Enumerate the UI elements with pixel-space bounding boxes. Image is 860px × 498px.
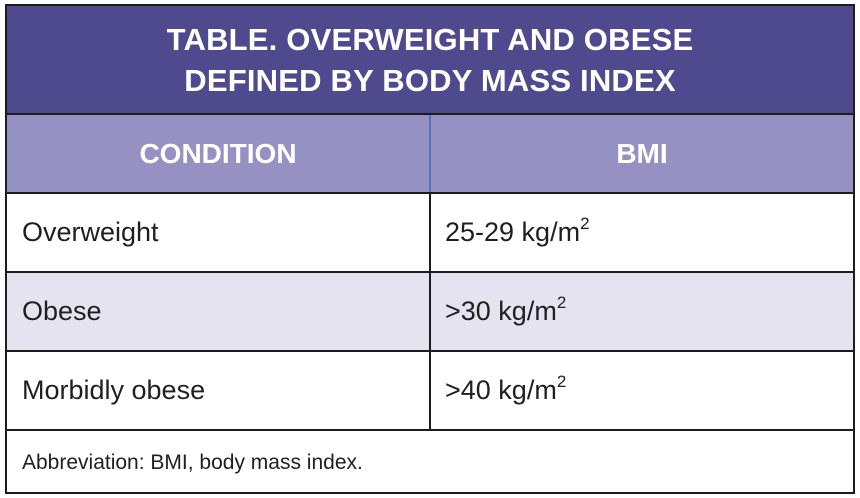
table-row: Overweight 25-29 kg/m2 [7,194,853,273]
bmi-table: TABLE. OVERWEIGHT AND OBESE DEFINED BY B… [5,4,855,494]
bmi-cell: 25-29 kg/m2 [431,194,853,271]
condition-cell: Morbidly obese [7,352,431,429]
bmi-value: 25-29 kg/m2 [445,214,590,248]
condition-cell: Overweight [7,194,431,271]
table-title-line-2: DEFINED BY BODY MASS INDEX [184,62,676,98]
bmi-cell: >30 kg/m2 [431,273,853,350]
table-row: Morbidly obese >40 kg/m2 [7,352,853,431]
table-title: TABLE. OVERWEIGHT AND OBESE DEFINED BY B… [7,6,853,115]
bmi-exponent: 2 [556,372,567,391]
bmi-value: >40 kg/m2 [445,372,567,406]
bmi-value-text: 25-29 kg/m [445,217,581,247]
table-title-line-1: TABLE. OVERWEIGHT AND OBESE [166,21,694,57]
table-header-row: CONDITION BMI [7,115,853,194]
bmi-cell: >40 kg/m2 [431,352,853,429]
bmi-value-text: >40 kg/m [445,375,557,405]
table-footnote: Abbreviation: BMI, body mass index. [22,451,363,474]
bmi-value-text: >30 kg/m [445,296,557,326]
column-header-bmi: BMI [616,137,668,169]
bmi-exponent: 2 [556,293,567,312]
table-row: Obese >30 kg/m2 [7,273,853,352]
column-header-condition: CONDITION [7,115,431,192]
condition-cell: Obese [7,273,431,350]
bmi-value: >30 kg/m2 [445,293,567,327]
bmi-exponent: 2 [580,214,590,233]
